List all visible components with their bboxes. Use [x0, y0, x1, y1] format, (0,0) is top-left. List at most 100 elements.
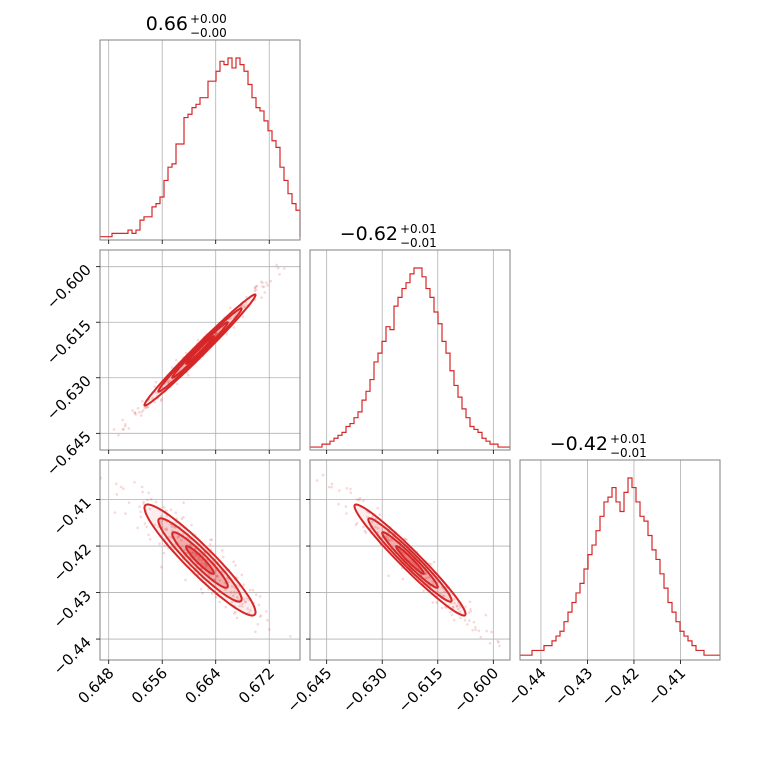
contour-line [381, 531, 439, 589]
scatter-point [121, 418, 124, 422]
scatter-point [467, 619, 471, 622]
scatter-point [190, 523, 193, 527]
scatter-point [208, 573, 211, 577]
scatter-point [327, 485, 331, 489]
scatter-point [121, 487, 125, 491]
scatter-point [115, 493, 119, 496]
panel-frame [309, 459, 511, 661]
scatter-point [315, 479, 319, 482]
scatter-point [92, 445, 95, 448]
scatter-point [164, 509, 168, 512]
scatter-point [234, 312, 238, 316]
scatter-point [246, 607, 249, 610]
contour-line [157, 307, 243, 393]
scatter-point [254, 593, 258, 597]
scatter-point [136, 407, 140, 410]
scatter-point [230, 600, 234, 604]
scatter-point [215, 574, 219, 577]
scatter-point [345, 512, 348, 515]
scatter-point [467, 611, 471, 614]
panel-frame [99, 39, 301, 241]
scatter-point [176, 535, 180, 539]
scatter-point [424, 576, 428, 580]
scatter-point [141, 490, 144, 494]
y-tick-label: −0.630 [43, 372, 95, 424]
x-tick-label: −0.41 [644, 664, 689, 709]
scatter-point [456, 607, 460, 611]
scatter-point [235, 616, 239, 620]
param-title: 0.66 [146, 13, 188, 35]
scatter-point [227, 580, 230, 584]
scatter-point [153, 385, 157, 388]
scatter-point [435, 601, 439, 604]
scatter-point [337, 502, 340, 506]
scatter-point [215, 332, 218, 335]
scatter-point [442, 594, 446, 598]
scatter-point [260, 280, 263, 284]
scatter-point [262, 285, 266, 289]
scatter-point [358, 496, 362, 500]
scatter-point [255, 284, 258, 288]
scatter-point [498, 661, 501, 664]
scatter-point [477, 629, 481, 633]
scatter-point [259, 614, 263, 617]
histogram-panel-2: −0.44 −0.43 −0.42 −0.41−0.42 +0.01−0.01 [505, 432, 721, 709]
scatter-point [455, 604, 459, 607]
param-upper-error: +0.00 [190, 12, 227, 26]
x-tick-label: −0.43 [551, 664, 596, 709]
scatter-point [136, 526, 139, 530]
scatter-point [276, 266, 280, 270]
scatter-point [183, 548, 186, 552]
scatter-panel-2-1: −0.645 −0.630 −0.615 −0.600 [284, 451, 511, 716]
scatter-point [261, 285, 264, 288]
scatter-point [200, 558, 203, 562]
scatter-point [254, 288, 258, 292]
scatter-point [255, 284, 258, 288]
x-tick-label: 0.656 [128, 664, 171, 707]
scatter-point [283, 671, 286, 674]
scatter-point [153, 523, 157, 526]
y-tick-label: −0.43 [50, 587, 95, 632]
scatter-point [220, 549, 224, 552]
scatter-point [236, 596, 239, 599]
scatter-point [205, 564, 208, 568]
scatter-point [242, 305, 246, 309]
scatter-point [349, 487, 352, 491]
scatter-point [151, 396, 154, 400]
scatter-point [374, 525, 377, 529]
scatter-point [299, 451, 302, 454]
scatter-point [330, 485, 333, 489]
scatter-point [451, 605, 455, 609]
scatter-point [121, 427, 125, 431]
scatter-point [166, 379, 170, 383]
param-lower-error: −0.00 [190, 26, 227, 40]
scatter-point [162, 506, 166, 509]
scatter-point [201, 591, 204, 595]
scatter-point [140, 410, 143, 414]
x-tick-label: −0.600 [450, 664, 502, 716]
param-title: −0.42 [550, 433, 608, 455]
scatter-point [451, 606, 455, 609]
scatter-point [387, 574, 390, 578]
scatter-point [249, 609, 252, 612]
scatter-point [378, 513, 382, 517]
histogram-step [100, 57, 301, 238]
scatter-point [243, 600, 247, 603]
scatter-point [472, 620, 476, 624]
scatter-point [254, 630, 257, 634]
contour-line [143, 503, 257, 617]
scatter-point [474, 628, 477, 632]
y-tick-label: −0.41 [50, 494, 95, 539]
scatter-point [424, 572, 428, 575]
scatter-point [141, 399, 144, 403]
param-upper-error: +0.01 [610, 432, 647, 446]
scatter-point [182, 501, 185, 505]
scatter-point [154, 380, 158, 384]
scatter-point [208, 538, 212, 542]
scatter-point [275, 263, 278, 267]
scatter-point [141, 409, 145, 412]
scatter-point [345, 486, 349, 490]
scatter-point [147, 533, 150, 537]
scatter-point [224, 605, 228, 609]
